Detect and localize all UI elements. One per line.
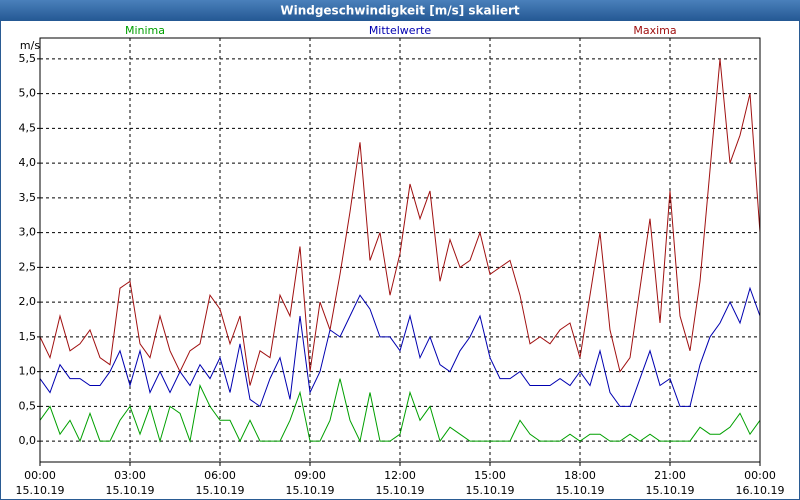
title-bar xyxy=(0,0,800,21)
y-tick-label: 1,0 xyxy=(19,365,37,378)
y-tick-label: 2,5 xyxy=(19,260,37,273)
legend-label: Minima xyxy=(125,24,165,37)
y-tick-label: 5,5 xyxy=(19,52,37,65)
x-tick-label: 00:00 xyxy=(744,469,776,482)
x-tick-date: 15.10.19 xyxy=(646,484,695,497)
y-tick-label: 0,0 xyxy=(19,434,37,447)
x-tick-label: 03:00 xyxy=(114,469,146,482)
y-axis-unit: m/s xyxy=(20,39,40,52)
x-tick-date: 15.10.19 xyxy=(556,484,605,497)
x-tick-date: 16.10.19 xyxy=(736,484,785,497)
chart-title: Windgeschwindigkeit [m/s] skaliert xyxy=(280,4,520,18)
x-tick-label: 18:00 xyxy=(564,469,596,482)
x-tick-label: 21:00 xyxy=(654,469,686,482)
y-tick-label: 4,5 xyxy=(19,121,37,134)
x-tick-date: 15.10.19 xyxy=(466,484,515,497)
x-tick-label: 12:00 xyxy=(384,469,416,482)
series-line xyxy=(39,378,761,444)
y-tick-label: 3,5 xyxy=(19,191,37,204)
y-tick-label: 1,5 xyxy=(19,330,37,343)
legend-label: Mittelwerte xyxy=(369,24,432,37)
legend-label: Maxima xyxy=(633,24,676,37)
x-tick-date: 15.10.19 xyxy=(106,484,155,497)
y-tick-label: 0,5 xyxy=(19,399,37,412)
x-tick-date: 15.10.19 xyxy=(376,484,425,497)
x-tick-label: 09:00 xyxy=(294,469,326,482)
x-tick-label: 15:00 xyxy=(474,469,506,482)
y-tick-label: 4,0 xyxy=(19,156,37,169)
y-tick-label: 3,0 xyxy=(19,226,37,239)
plot-frame xyxy=(39,37,761,463)
y-tick-label: 5,0 xyxy=(19,87,37,100)
series-line xyxy=(39,286,761,408)
x-tick-date: 15.10.19 xyxy=(286,484,335,497)
x-tick-date: 15.10.19 xyxy=(16,484,65,497)
x-tick-label: 00:00 xyxy=(24,469,56,482)
x-tick-date: 15.10.19 xyxy=(196,484,245,497)
series-line xyxy=(39,58,761,386)
x-tick-label: 06:00 xyxy=(204,469,236,482)
y-tick-label: 2,0 xyxy=(19,295,37,308)
